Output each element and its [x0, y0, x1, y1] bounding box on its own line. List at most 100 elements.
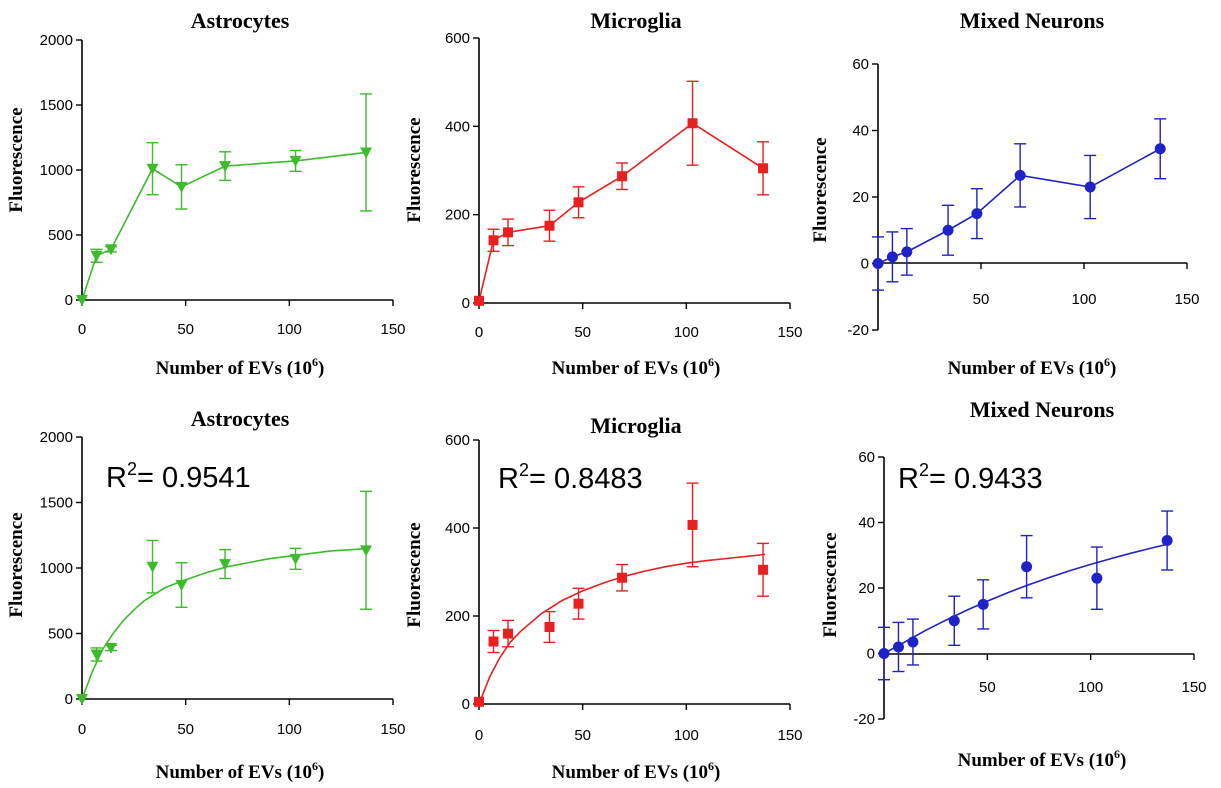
data-point-4	[573, 197, 584, 208]
data-point-0	[872, 258, 884, 269]
data-point-6	[687, 118, 698, 129]
y-axis-label: Fluorescence	[404, 117, 425, 222]
data-point-2	[105, 244, 118, 256]
x-tick-label: 150	[380, 321, 405, 338]
y-tick-label: 60	[852, 56, 869, 73]
data-point-6	[289, 553, 302, 565]
data-point-7	[360, 147, 373, 159]
data-point-7	[758, 564, 769, 575]
data-point-0	[76, 295, 88, 306]
data-point-3	[948, 615, 960, 627]
y-tick-label: -20	[847, 322, 869, 339]
chart-microglia-line: 0 200 400 600 0 50 100 150 Microglia Fluorescence…	[404, 8, 803, 379]
series-line	[81, 151, 367, 301]
data-point-0	[474, 696, 484, 707]
y-tick-label: 200	[445, 207, 470, 224]
data-point-4	[977, 598, 989, 610]
r-squared-annotation: R2= 0.9433	[898, 460, 1043, 495]
data-point-7	[360, 545, 373, 557]
data-point-6	[289, 155, 302, 167]
data-point-3	[942, 224, 954, 236]
data-point-5	[1021, 561, 1033, 573]
y-tick-label: 0	[65, 292, 73, 309]
y-tick-label: 20	[858, 580, 875, 597]
data-point-2	[503, 628, 514, 639]
y-tick-label: 2000	[40, 32, 73, 49]
y-tick-label: 0	[867, 646, 875, 663]
y-tick-label: 600	[445, 30, 470, 47]
data-point-1	[886, 251, 898, 263]
x-tick-label: 150	[1174, 291, 1199, 308]
y-tick-label: 1500	[40, 97, 73, 114]
data-point-0	[878, 648, 890, 659]
y-tick-label: -20	[853, 711, 875, 728]
data-point-6	[1084, 181, 1096, 193]
y-tick-label: 500	[48, 626, 73, 643]
chart-title: Astrocytes	[191, 8, 290, 33]
x-axis-label: Number of EVs (106)	[552, 355, 721, 379]
x-tick-label: 100	[277, 721, 302, 738]
x-tick-label: 150	[1181, 679, 1206, 696]
r-squared-annotation: R2= 0.9541	[106, 459, 251, 494]
x-tick-label: 50	[973, 291, 990, 308]
data-point-1	[488, 235, 499, 246]
x-tick-label: 100	[1078, 679, 1103, 696]
fit-curve	[81, 547, 369, 700]
y-axis-label: Fluorescence	[6, 107, 27, 212]
x-tick-label: 50	[574, 324, 591, 341]
y-axis-label: Fluorescence	[820, 532, 841, 637]
data-point-7	[1161, 535, 1173, 547]
x-axis-label: Number of EVs (106)	[958, 747, 1127, 771]
chart-title: Microglia	[590, 413, 681, 438]
chart-title: Microglia	[590, 8, 681, 33]
y-tick-label: 1500	[40, 495, 73, 512]
x-tick-label: 50	[177, 321, 194, 338]
data-point-3	[146, 163, 159, 175]
data-point-3	[544, 622, 555, 632]
y-axis-label: Fluorescence	[404, 522, 425, 627]
data-point-1	[488, 636, 499, 647]
data-point-7	[1154, 143, 1166, 155]
data-point-1	[90, 250, 103, 262]
y-tick-label: 500	[48, 227, 73, 244]
y-tick-label: 600	[445, 432, 470, 449]
chart-astrocytes-fit: 0 500 1000 1500 2000 0 50 100 150 Astrocytes Fluor…	[6, 406, 406, 783]
series-line	[877, 148, 1161, 265]
data-point-4	[175, 181, 188, 193]
data-point-2	[901, 246, 913, 258]
data-point-2	[907, 636, 919, 648]
x-tick-label: 0	[475, 324, 483, 341]
y-tick-label: 40	[852, 123, 869, 140]
series-line	[478, 122, 764, 301]
y-tick-label: 0	[65, 691, 73, 708]
chart-microglia-fit: 0 200 400 600 0 50 100 150 Microglia Fluorescence…	[404, 413, 803, 783]
chart-title: Mixed Neurons	[970, 397, 1115, 422]
x-tick-label: 100	[674, 727, 699, 744]
data-point-7	[758, 163, 769, 174]
y-tick-label: 0	[462, 295, 470, 312]
x-axis-label: Number of EVs (106)	[948, 355, 1117, 379]
chart-mixed-neurons-line: -20 0 20 40 60 50 100 150 Mixed Neurons Fluoresce…	[810, 8, 1200, 379]
y-tick-label: 1000	[40, 560, 73, 577]
y-tick-label: 0	[462, 696, 470, 713]
x-tick-label: 100	[277, 321, 302, 338]
data-point-5	[219, 161, 232, 173]
y-tick-label: 200	[445, 608, 470, 625]
data-point-0	[474, 295, 484, 306]
y-axis-label: Fluorescence	[6, 512, 27, 617]
data-point-5	[617, 572, 628, 583]
y-tick-label: 40	[858, 515, 875, 532]
x-axis-label: Number of EVs (106)	[156, 355, 325, 379]
data-point-5	[1014, 169, 1026, 181]
chart-title: Mixed Neurons	[960, 8, 1105, 33]
data-point-4	[573, 598, 584, 609]
data-point-2	[503, 227, 514, 238]
data-point-0	[76, 694, 88, 705]
y-axis-label: Fluorescence	[810, 137, 831, 242]
x-axis-label: Number of EVs (106)	[156, 759, 325, 783]
x-tick-label: 50	[979, 679, 996, 696]
data-point-1	[892, 641, 904, 653]
x-tick-label: 50	[574, 727, 591, 744]
data-point-6	[687, 519, 698, 530]
